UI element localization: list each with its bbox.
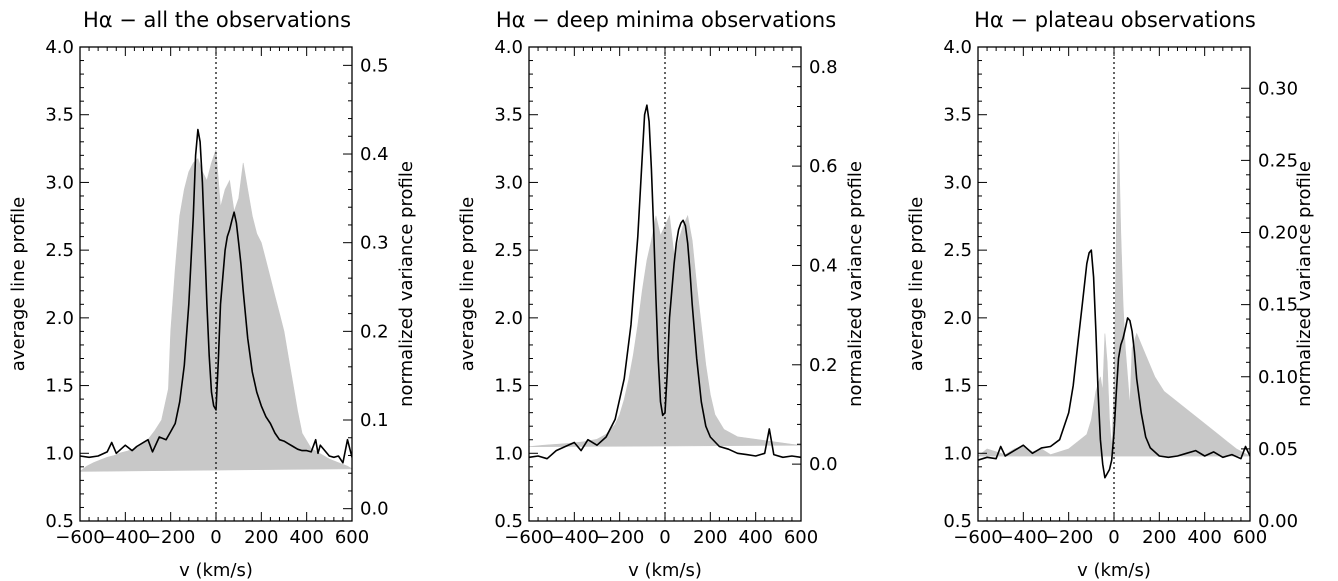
y-tick-label: 3.0 bbox=[943, 172, 972, 193]
y2-axis-label: normalized variance profile bbox=[1294, 161, 1315, 407]
x-tick-label: 0 bbox=[1108, 527, 1119, 548]
x-tick-label: −200 bbox=[595, 527, 644, 548]
y-tick-label: 3.0 bbox=[45, 172, 74, 193]
y-tick-label: 3.5 bbox=[45, 105, 74, 126]
x-tick-label: 200 bbox=[693, 527, 727, 548]
y2-tick-label: 0.6 bbox=[809, 156, 838, 177]
x-tick-label: 600 bbox=[335, 527, 369, 548]
x-axis-label: v (km/s) bbox=[1077, 560, 1151, 581]
y-tick-label: 2.5 bbox=[494, 240, 523, 261]
y2-tick-label: 0.8 bbox=[809, 57, 838, 78]
y2-tick-label: 0.15 bbox=[1258, 295, 1298, 316]
variance-area bbox=[529, 214, 801, 447]
x-tick-label: −400 bbox=[550, 527, 599, 548]
y2-tick-label: 0.4 bbox=[809, 255, 838, 276]
y-tick-label: 4.0 bbox=[943, 37, 972, 58]
y-tick-label: 1.5 bbox=[494, 376, 523, 397]
y-tick-label: 2.0 bbox=[943, 308, 972, 329]
y-axis-label: average line profile bbox=[906, 197, 927, 371]
chart-title: Hα − plateau observations bbox=[974, 8, 1256, 32]
x-tick-label: −200 bbox=[146, 527, 195, 548]
y-axis-label: average line profile bbox=[457, 197, 478, 371]
x-axis-label: v (km/s) bbox=[628, 560, 702, 581]
y2-tick-label: 0.2 bbox=[360, 321, 389, 342]
y2-tick-label: 0.25 bbox=[1258, 150, 1298, 171]
average-profile-line bbox=[529, 104, 801, 460]
y2-tick-label: 0.05 bbox=[1258, 439, 1298, 460]
panel-deep-minima: −600−400−200 0 200 400 600 0.5 1.0 1.5 2.0 2.5 3.0… bbox=[457, 8, 866, 581]
y2-tick-label: 0.0 bbox=[360, 499, 389, 520]
y-tick-label: 0.5 bbox=[494, 511, 523, 532]
average-profile-line bbox=[80, 128, 352, 464]
average-profile-line bbox=[978, 249, 1250, 479]
x-tick-label: −600 bbox=[953, 527, 1002, 548]
y2-tick-label: 0.4 bbox=[360, 144, 389, 165]
y-tick-label: 2.0 bbox=[45, 308, 74, 329]
y2-tick-label: 0.00 bbox=[1258, 511, 1298, 532]
x-tick-label: 600 bbox=[784, 527, 818, 548]
y2-tick-label: 0.0 bbox=[809, 454, 838, 475]
y-axis-label: average line profile bbox=[8, 197, 29, 371]
x-tick-label: 400 bbox=[289, 527, 323, 548]
x-tick-label: 0 bbox=[659, 527, 670, 548]
y-tick-label: 4.0 bbox=[494, 37, 523, 58]
y2-tick-label: 0.2 bbox=[809, 355, 838, 376]
y2-axis-label: normalized variance profile bbox=[845, 161, 866, 407]
x-tick-label: 400 bbox=[1187, 527, 1221, 548]
y-tick-label: 0.5 bbox=[943, 511, 972, 532]
y-tick-label: 1.0 bbox=[943, 443, 972, 464]
x-tick-label: 200 bbox=[244, 527, 278, 548]
panel-plateau: −600−400−200 0 200 400 600 0.5 1.0 1.5 2.0 2.5 3.0… bbox=[906, 8, 1315, 581]
x-tick-label: 400 bbox=[738, 527, 772, 548]
x-tick-label: 200 bbox=[1142, 527, 1176, 548]
variance-area bbox=[978, 131, 1250, 457]
y-tick-label: 3.5 bbox=[943, 105, 972, 126]
y-tick-label: 3.5 bbox=[494, 105, 523, 126]
y-tick-label: 0.5 bbox=[45, 511, 74, 532]
chart-title: Hα − all the observations bbox=[83, 8, 351, 32]
panel-all-observations: −600−400−200 0 200 400 600 0.5 1.0 1.5 2.0 2.5 3.0… bbox=[8, 8, 417, 581]
x-tick-label: −400 bbox=[101, 527, 150, 548]
y2-tick-label: 0.5 bbox=[360, 55, 389, 76]
x-tick-label: −600 bbox=[504, 527, 553, 548]
y-tick-label: 1.5 bbox=[943, 376, 972, 397]
y2-axis-label: normalized variance profile bbox=[396, 161, 417, 407]
y-tick-label: 1.0 bbox=[494, 443, 523, 464]
y-tick-label: 1.0 bbox=[45, 443, 74, 464]
chart-title: Hα − deep minima observations bbox=[496, 8, 836, 32]
x-tick-label: −600 bbox=[55, 527, 104, 548]
x-axis-label: v (km/s) bbox=[179, 560, 253, 581]
y2-tick-label: 0.3 bbox=[360, 233, 389, 254]
y2-tick-label: 0.30 bbox=[1258, 78, 1298, 99]
y-tick-label: 1.5 bbox=[45, 376, 74, 397]
y-tick-label: 2.5 bbox=[45, 240, 74, 261]
y-tick-label: 2.0 bbox=[494, 308, 523, 329]
x-tick-label: 0 bbox=[210, 527, 221, 548]
y2-tick-label: 0.20 bbox=[1258, 223, 1298, 244]
y2-tick-label: 0.10 bbox=[1258, 367, 1298, 388]
x-tick-label: −200 bbox=[1044, 527, 1093, 548]
y-tick-label: 2.5 bbox=[943, 240, 972, 261]
y-tick-label: 4.0 bbox=[45, 37, 74, 58]
x-tick-label: 600 bbox=[1233, 527, 1267, 548]
y-tick-label: 3.0 bbox=[494, 172, 523, 193]
x-tick-label: −400 bbox=[999, 527, 1048, 548]
y2-tick-label: 0.1 bbox=[360, 410, 389, 431]
